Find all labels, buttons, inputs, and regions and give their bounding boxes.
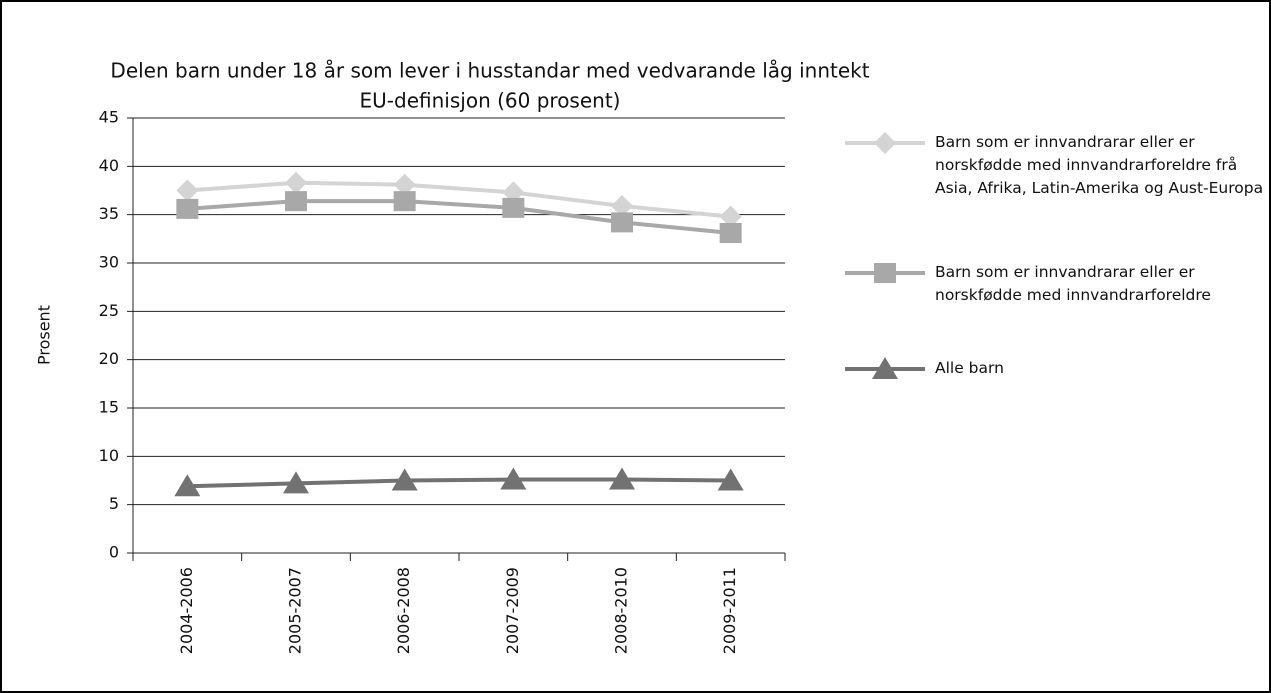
y-tick-label: 25 bbox=[99, 301, 119, 320]
marker bbox=[283, 471, 309, 494]
y-tick-label: 0 bbox=[109, 543, 119, 562]
y-tick-label: 45 bbox=[99, 108, 119, 127]
x-tick-label: 2006-2008 bbox=[394, 567, 413, 654]
series-line bbox=[187, 199, 731, 236]
legend-label: Alle barn bbox=[935, 359, 1004, 377]
legend-marker bbox=[874, 132, 896, 154]
marker bbox=[285, 171, 307, 194]
marker bbox=[500, 467, 527, 490]
y-tick-label: 15 bbox=[99, 398, 119, 417]
y-tick-label: 5 bbox=[109, 494, 119, 513]
marker bbox=[502, 197, 525, 218]
marker bbox=[176, 179, 199, 202]
marker bbox=[719, 223, 742, 244]
marker bbox=[611, 212, 633, 233]
marker bbox=[609, 467, 635, 490]
chart-title: Delen barn under 18 år som lever i husst… bbox=[110, 59, 869, 83]
x-tick-label: 2007-2009 bbox=[503, 567, 522, 654]
marker bbox=[611, 194, 633, 217]
y-tick-label: 30 bbox=[99, 253, 119, 272]
marker bbox=[285, 191, 307, 212]
chart-subtitle: EU-definisjon (60 prosent) bbox=[360, 89, 621, 113]
legend-marker bbox=[874, 263, 896, 283]
marker bbox=[174, 474, 201, 497]
y-tick-label: 40 bbox=[99, 156, 119, 175]
marker bbox=[393, 173, 416, 196]
marker bbox=[393, 191, 416, 212]
series-line bbox=[187, 477, 731, 489]
marker bbox=[391, 468, 418, 491]
y-tick-label: 35 bbox=[99, 204, 119, 223]
x-tick-label: 2004-2006 bbox=[177, 567, 196, 654]
marker bbox=[719, 205, 742, 228]
marker bbox=[717, 468, 744, 491]
legend-label: Barn som er innvandrarar eller er norskf… bbox=[935, 133, 1264, 197]
series-line bbox=[187, 180, 731, 219]
y-tick-label: 20 bbox=[99, 349, 119, 368]
legend-marker bbox=[872, 357, 898, 379]
y-axis-label: Prosent bbox=[35, 305, 54, 365]
legend-label: Barn som er innvandrarar eller er norskf… bbox=[935, 263, 1211, 304]
x-tick-label: 2005-2007 bbox=[286, 567, 305, 654]
x-tick-label: 2008-2010 bbox=[612, 567, 631, 654]
x-tick-label: 2009-2011 bbox=[720, 567, 739, 654]
y-tick-label: 10 bbox=[99, 446, 119, 465]
marker bbox=[176, 198, 199, 219]
